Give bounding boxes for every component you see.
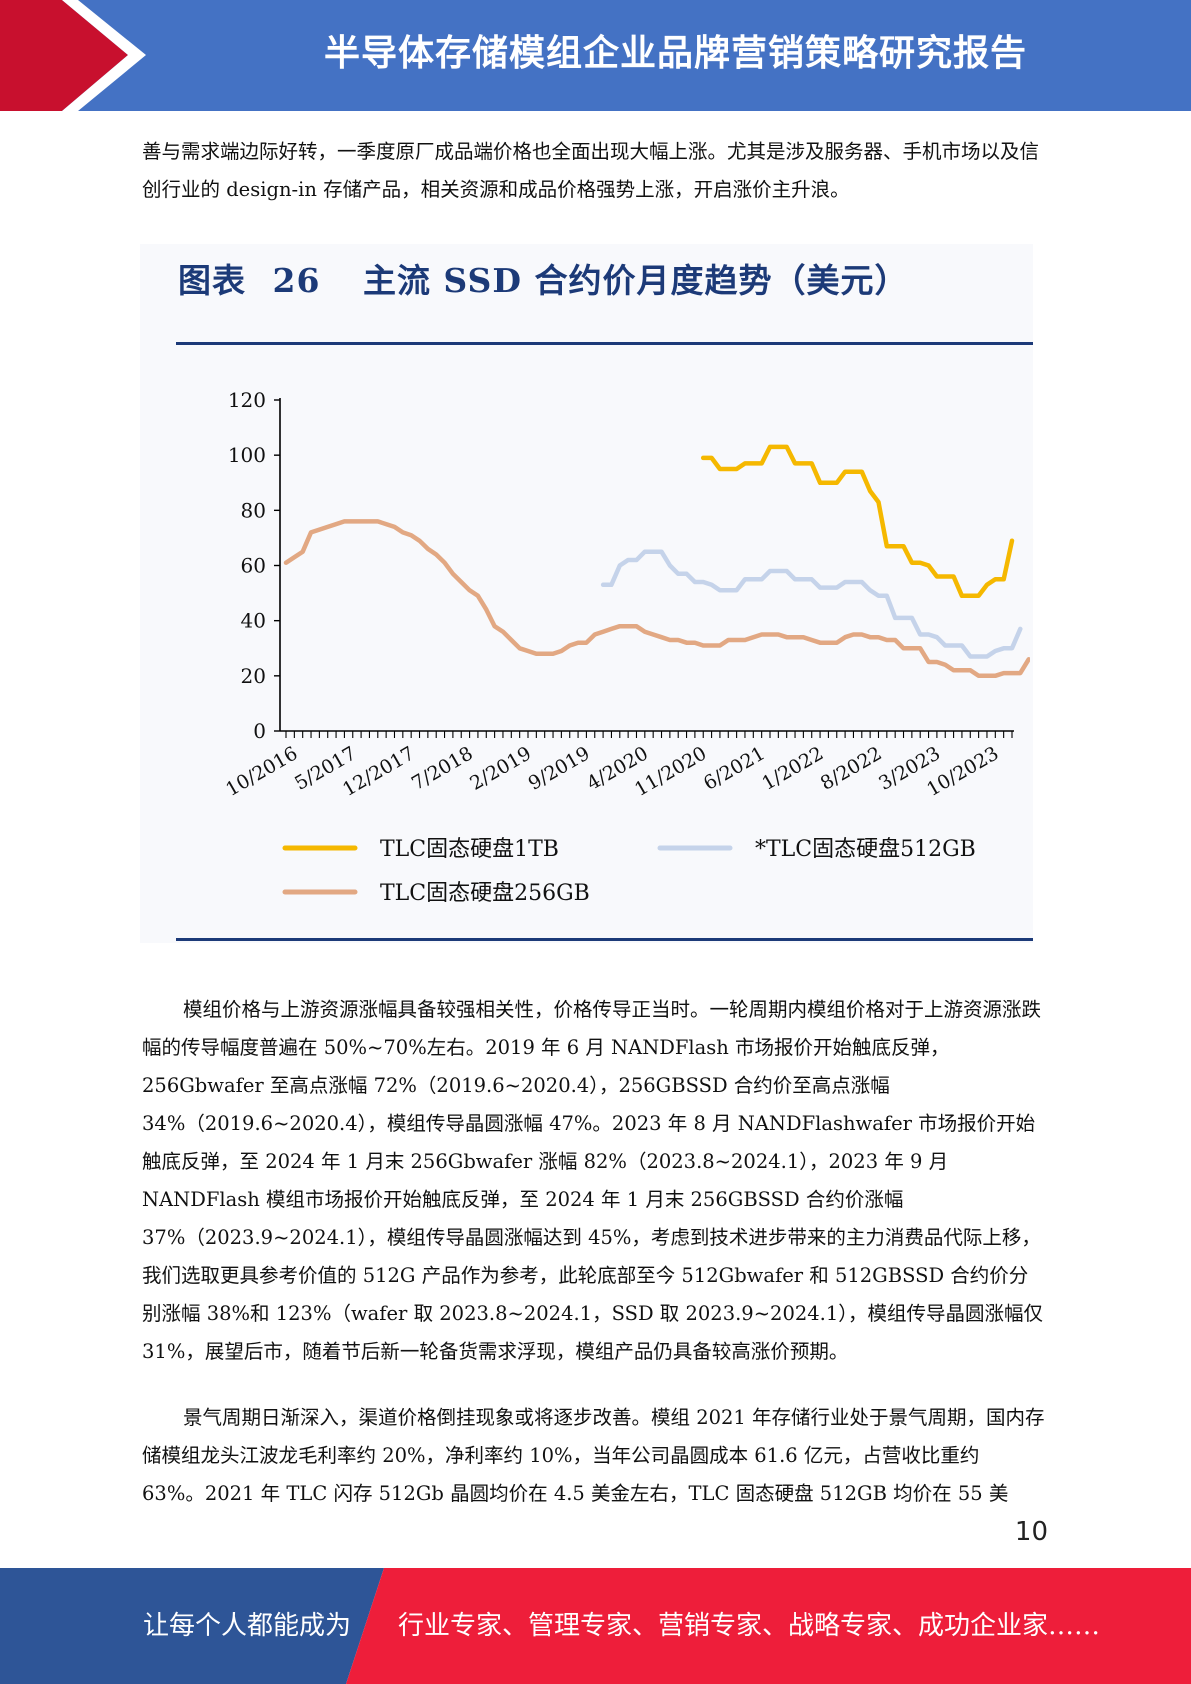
footer-slogan-left: 让每个人都能成为 — [143, 1611, 352, 1641]
y-tick-label: 60 — [241, 554, 266, 578]
series-line-2 — [600, 549, 1023, 659]
y-tick-label: 100 — [228, 443, 266, 467]
legend-label-3: TLC固态硬盘256GB — [380, 881, 590, 906]
x-tick-label: 1/2022 — [758, 742, 827, 794]
x-tick-label: 7/2018 — [408, 742, 477, 794]
footer-slogan-right: 行业专家、管理专家、营销专家、战略专家、成功企业家…… — [398, 1611, 1101, 1641]
figure-top-rule — [176, 342, 1033, 345]
y-tick-label: 80 — [241, 498, 266, 522]
legend-label-2: *TLC固态硬盘512GB — [755, 837, 976, 862]
series-line-3 — [283, 519, 1030, 679]
page-footer: 让每个人都能成为 行业专家、管理专家、营销专家、战略专家、成功企业家…… — [0, 1568, 1191, 1684]
x-tick-label: 10/2016 — [222, 742, 301, 801]
x-tick-label: 9/2019 — [525, 742, 594, 794]
figure-panel — [140, 244, 1033, 943]
line-chart: 02040608010012010/20165/201712/20177/201… — [222, 388, 1030, 906]
figure-label: 图表 — [178, 261, 246, 300]
page-number: 10 — [1014, 1517, 1048, 1547]
figure-caption: 主流 SSD 合约价月度趋势（美元） — [362, 261, 909, 300]
report-title: 半导体存储模组企业品牌营销策略研究报告 — [323, 33, 1027, 74]
body-paragraph-2: 模组价格与上游资源涨幅具备较强相关性，价格传导正当时。一轮周期内模组价格对于上游… — [142, 998, 1044, 1363]
series-line-1 — [700, 444, 1015, 599]
body-paragraph-1: 善与需求端边际好转，一季度原厂成品端价格也全面出现大幅上涨。尤其是涉及服务器、手… — [142, 140, 1040, 201]
y-tick-label: 120 — [228, 388, 266, 412]
x-tick-label: 6/2021 — [700, 742, 769, 794]
page-header: 半导体存储模组企业品牌营销策略研究报告 — [0, 0, 1191, 111]
legend-label-1: TLC固态硬盘1TB — [380, 837, 559, 862]
body-paragraph-3: 景气周期日渐深入，渠道价格倒挂现象或将逐步改善。模组 2021 年存储行业处于景… — [142, 1406, 1045, 1505]
figure-number: 26 — [272, 261, 321, 300]
x-tick-label: 2/2019 — [466, 742, 535, 794]
header-chevron-decoration — [0, 0, 146, 111]
figure-title: 图表 26 主流 SSD 合约价月度趋势（美元） — [178, 254, 908, 302]
footer-background — [0, 1568, 1191, 1684]
y-tick-label: 20 — [241, 664, 266, 688]
y-tick-label: 0 — [253, 719, 266, 743]
figure-bottom-rule — [176, 938, 1033, 941]
y-tick-label: 40 — [241, 609, 266, 633]
x-tick-label: 8/2022 — [817, 742, 886, 794]
